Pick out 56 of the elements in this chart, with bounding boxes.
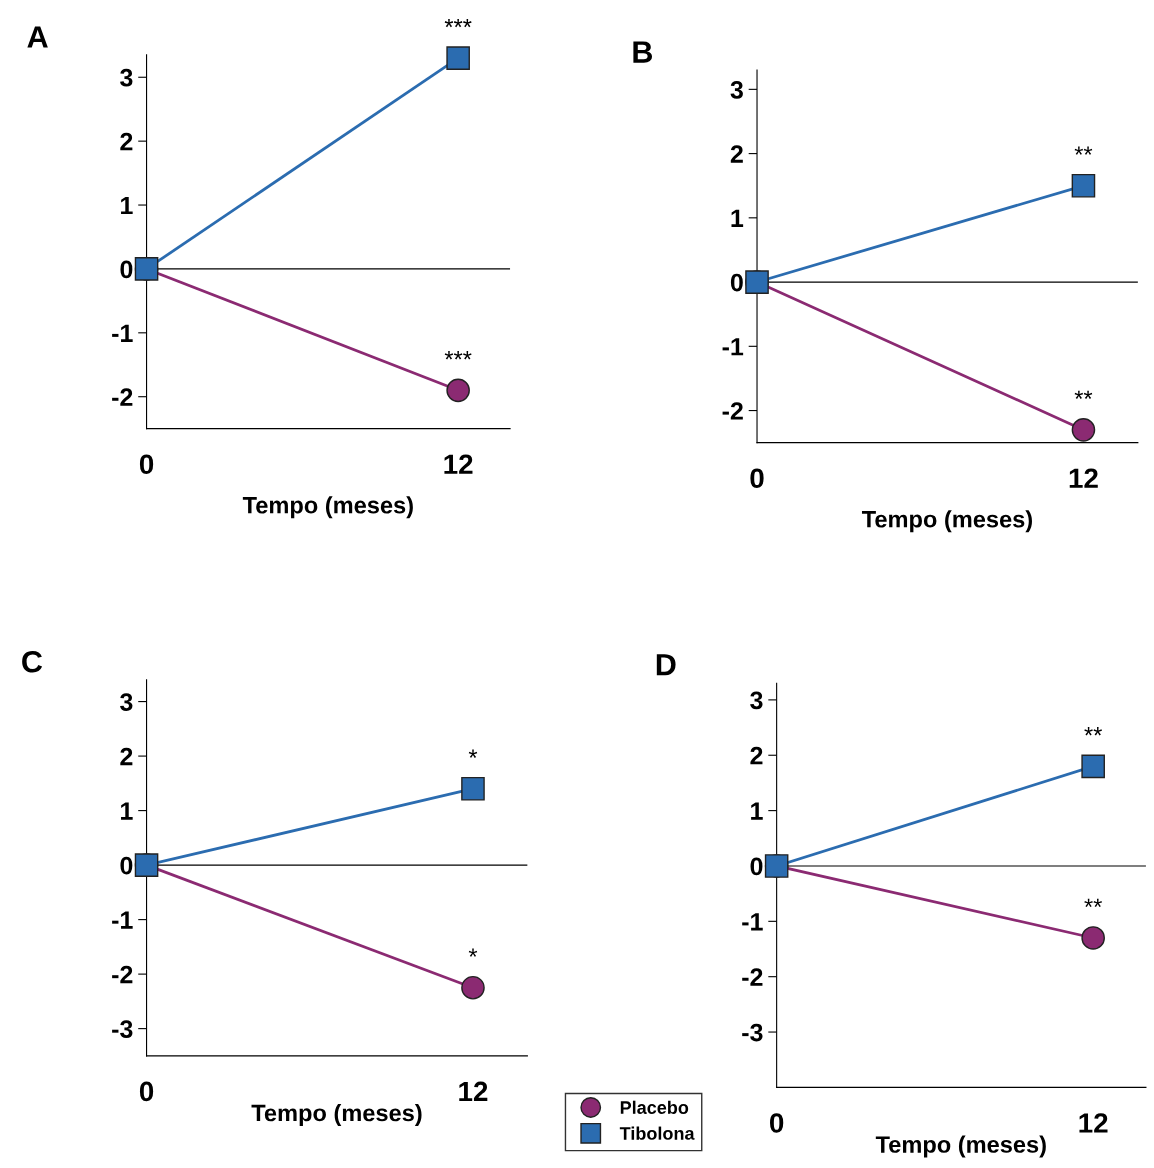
annotation: ** (1074, 146, 1093, 155)
point (446, 378, 470, 403)
y-tick-label: -2 (722, 402, 743, 420)
y-tick-label: -1 (722, 338, 744, 356)
annotation: ** (1084, 898, 1102, 908)
y-tick-label: 2 (120, 747, 133, 766)
x-tick-label: 12 (459, 1081, 488, 1101)
y-tick-label: 1 (121, 196, 133, 215)
y-tick-label: 0 (120, 260, 133, 279)
y-tick-label: 0 (750, 857, 763, 876)
x-tick-label: 12 (1069, 468, 1098, 488)
x-tick-label: 12 (1079, 1113, 1108, 1133)
y-tick-label: 3 (730, 80, 743, 99)
y-tick-label: 1 (121, 802, 133, 820)
legend-label: Placebo (620, 1100, 689, 1114)
y-tick-label: -1 (742, 913, 763, 931)
y-tick-label: -1 (112, 911, 133, 929)
y-tick-label: 0 (730, 273, 743, 292)
legend-label: Tibolona (619, 1126, 695, 1140)
chart-title: B (633, 41, 653, 63)
annotation: ** (1084, 727, 1102, 736)
point (1081, 754, 1105, 779)
x-axis-title: Tempo (meses) (251, 1103, 422, 1126)
chart-title: A (27, 26, 48, 48)
y-tick-label: -2 (112, 965, 133, 984)
point (1081, 926, 1105, 950)
annotation: ** (1074, 390, 1093, 399)
y-tick-label: 0 (120, 856, 133, 875)
point (446, 46, 470, 70)
y-tick-label: 1 (751, 802, 763, 820)
x-axis-title: Tempo (meses) (861, 510, 1032, 533)
y-tick-label: 2 (120, 132, 133, 151)
y-tick-label: 2 (730, 145, 743, 163)
point (461, 776, 485, 801)
annotation: * (468, 948, 478, 957)
y-tick-label: -2 (742, 968, 763, 986)
chart-title: D (656, 654, 676, 676)
annotation: * (468, 749, 478, 758)
y-tick-label: 3 (120, 693, 133, 711)
y-tick-label: -3 (112, 1020, 133, 1038)
point (461, 975, 485, 1000)
y-tick-label: 3 (120, 68, 133, 87)
point (1071, 173, 1096, 198)
chart-title: C (22, 650, 43, 673)
y-tick-label: -2 (112, 388, 133, 406)
y-tick-label: -3 (742, 1023, 763, 1042)
x-axis-title: Tempo (meses) (875, 1135, 1046, 1158)
x-tick-label: 12 (444, 454, 473, 474)
annotation: *** (444, 351, 472, 360)
y-tick-label: 2 (750, 746, 763, 765)
y-tick-label: -1 (112, 324, 133, 342)
point (1071, 418, 1096, 442)
y-tick-label: 1 (731, 209, 744, 227)
x-axis-title: Tempo (meses) (242, 496, 413, 519)
y-tick-label: 3 (750, 691, 763, 710)
annotation: *** (444, 18, 472, 28)
